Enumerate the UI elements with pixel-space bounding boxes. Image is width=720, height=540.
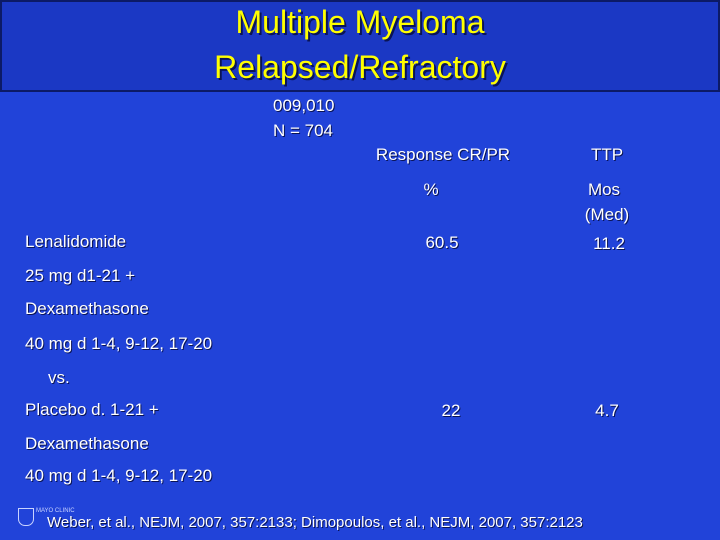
column-header: TTP xyxy=(590,145,624,164)
regimen-line: Placebo d. 1-21 + xyxy=(25,400,159,419)
title-line: Relapsed/Refractory xyxy=(214,49,506,85)
regimen-line: 25 mg d1-21 + xyxy=(25,266,136,285)
logo-shield xyxy=(18,508,34,526)
ttp-value: 11.2 xyxy=(593,234,625,253)
logo-text: MAYO CLINIC xyxy=(36,508,75,514)
sample-size: N = 704 xyxy=(273,121,334,140)
ttp-value: 4.7 xyxy=(595,401,619,420)
column-unit: (Med) xyxy=(584,205,630,224)
citation: Weber, et al., NEJM, 2007, 357:2133; Dim… xyxy=(47,514,583,531)
regimen-line: Lenalidomide xyxy=(25,232,127,251)
title-band xyxy=(0,0,720,92)
column-unit: Mos xyxy=(587,180,621,199)
title-line: Multiple Myeloma xyxy=(235,4,485,40)
column-unit: % xyxy=(423,180,439,199)
trial-ids: 009,010 xyxy=(273,96,335,115)
regimen-line: vs. xyxy=(48,368,70,387)
regimen-line: 40 mg d 1-4, 9-12, 17-20 xyxy=(25,466,213,485)
regimen-line: Dexamethasone xyxy=(25,299,149,318)
regimen-line: 40 mg d 1-4, 9-12, 17-20 xyxy=(25,334,213,353)
regimen-line: Dexamethasone xyxy=(25,434,149,453)
column-header: Response CR/PR xyxy=(375,145,511,164)
response-value: 22 xyxy=(441,401,461,420)
response-value: 60.5 xyxy=(425,233,459,252)
